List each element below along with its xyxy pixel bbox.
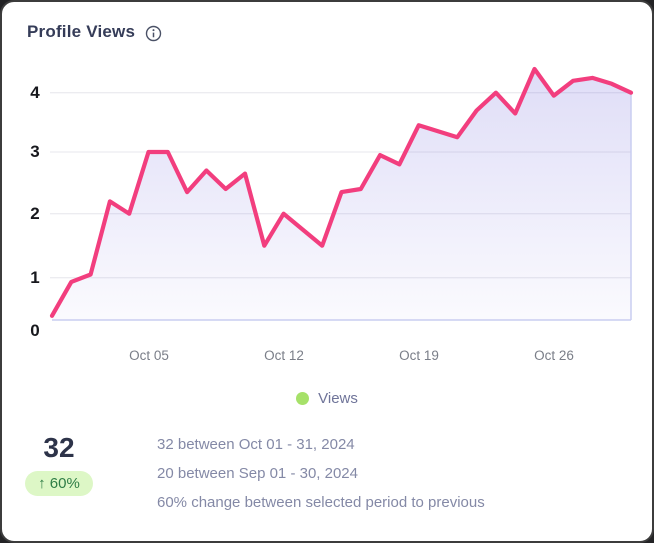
y-axis-label: 0 — [30, 321, 40, 340]
y-axis-label: 4 — [30, 83, 40, 102]
views-area-chart[interactable] — [2, 2, 654, 377]
x-axis-label: Oct 12 — [264, 348, 304, 363]
legend-label: Views — [318, 390, 358, 407]
y-axis-label: 2 — [30, 204, 40, 223]
x-axis-label: Oct 26 — [534, 348, 574, 363]
change-badge: ↑ 60% — [25, 471, 93, 496]
info-icon[interactable] — [145, 25, 162, 42]
summary-line-current: 32 between Oct 01 - 31, 2024 — [157, 436, 355, 453]
page-title: Profile Views — [27, 22, 136, 41]
summary-line-change: 60% change between selected period to pr… — [157, 494, 485, 511]
chart-legend[interactable]: Views — [2, 390, 652, 407]
legend-dot-icon — [296, 392, 310, 405]
x-axis-label: Oct 19 — [399, 348, 439, 363]
total-views-value: 32 — [43, 432, 75, 463]
y-axis-label: 1 — [30, 268, 40, 287]
y-axis-label: 3 — [30, 142, 40, 161]
x-axis-label: Oct 05 — [129, 348, 169, 363]
views-line[interactable] — [49, 66, 634, 318]
summary-total-block: 32 ↑ 60% — [18, 432, 100, 496]
summary-line-previous: 20 between Sep 01 - 30, 2024 — [157, 465, 358, 482]
card-header: Profile Views — [27, 22, 162, 42]
summary-description-block: 32 between Oct 01 - 31, 2024 20 between … — [157, 430, 485, 517]
